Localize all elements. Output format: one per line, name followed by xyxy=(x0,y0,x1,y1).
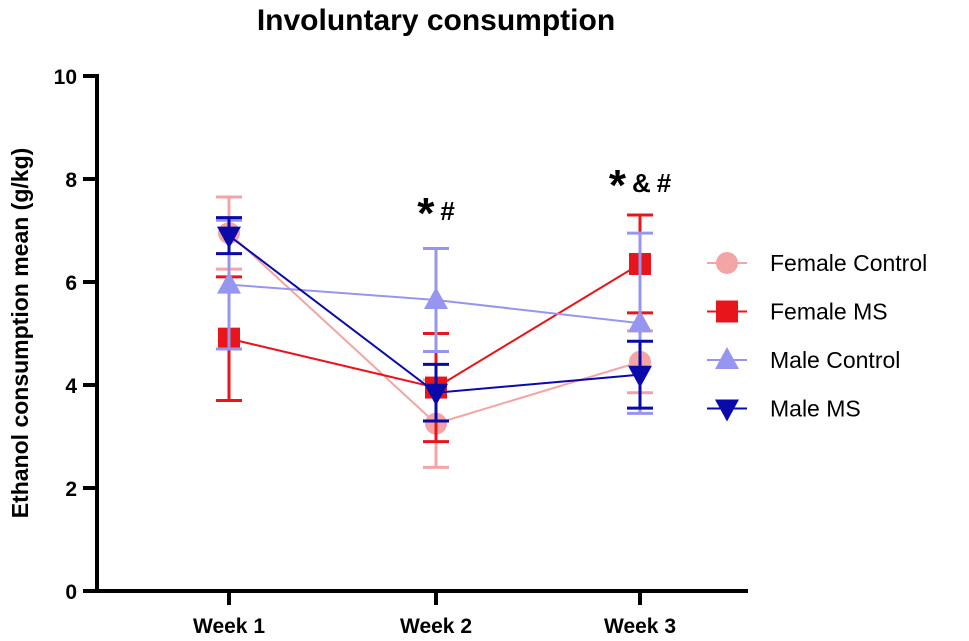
legend-item-female-control: Female Control xyxy=(707,250,927,276)
significance-annotation: * & # xyxy=(609,161,672,210)
data-point xyxy=(424,287,448,310)
data-point xyxy=(217,226,241,249)
legend-item-female-ms: Female MS xyxy=(707,299,888,325)
legend-marker xyxy=(715,399,739,422)
significance-symbol: # xyxy=(440,196,455,226)
legend-marker xyxy=(716,300,738,323)
data-point xyxy=(628,365,652,388)
significance-symbol: # xyxy=(657,168,672,198)
significance-annotation: * # xyxy=(417,189,455,238)
legend-item-male-control: Male Control xyxy=(707,347,900,373)
legend-label: Male MS xyxy=(770,396,861,422)
y-tick-label: 10 xyxy=(54,66,77,89)
y-tick-label: 8 xyxy=(65,169,77,192)
y-tick-label: 0 xyxy=(65,581,77,604)
significance-symbol: & xyxy=(632,168,651,198)
x-tick-label: Week 1 xyxy=(193,615,265,638)
series-male-ms xyxy=(216,216,653,423)
legend-marker xyxy=(715,347,739,369)
significance-symbol: * xyxy=(609,161,627,210)
y-tick-label: 2 xyxy=(65,478,77,501)
legend-marker xyxy=(716,252,738,274)
x-tick-label: Week 3 xyxy=(604,615,676,638)
data-point xyxy=(424,383,448,406)
legend: Female Control Female MS Male Control Male … xyxy=(707,250,927,422)
legend-label: Male Control xyxy=(770,347,900,373)
x-tick-label: Week 2 xyxy=(400,615,472,638)
legend-item-male-ms: Male MS xyxy=(707,396,861,422)
y-tick-label: 6 xyxy=(65,272,77,295)
legend-label: Female MS xyxy=(770,299,888,325)
data-point xyxy=(628,310,652,333)
significance-symbol: * xyxy=(417,189,435,238)
plot-area: * #* & # xyxy=(216,161,672,469)
chart-title: Involuntary consumption xyxy=(257,4,615,37)
legend-label: Female Control xyxy=(770,250,927,276)
axes: 0 2 4 6 8 10 Week 1 Week 2 Week 3 xyxy=(54,66,748,638)
y-tick-label: 4 xyxy=(65,375,77,398)
data-point xyxy=(217,271,241,294)
y-axis-label: Ethanol consumption mean (g/kg) xyxy=(7,148,33,519)
